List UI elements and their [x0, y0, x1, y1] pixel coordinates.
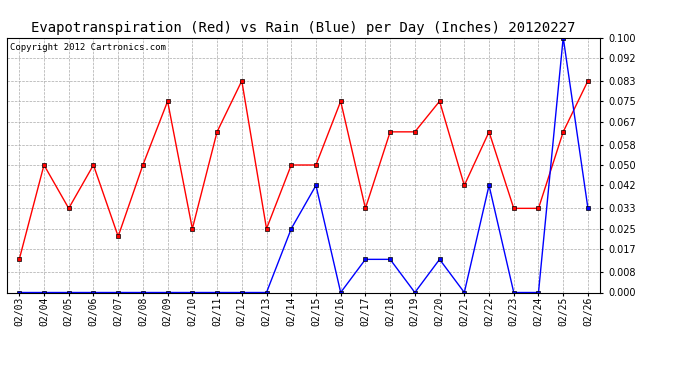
Text: Copyright 2012 Cartronics.com: Copyright 2012 Cartronics.com	[10, 43, 166, 52]
Title: Evapotranspiration (Red) vs Rain (Blue) per Day (Inches) 20120227: Evapotranspiration (Red) vs Rain (Blue) …	[32, 21, 575, 35]
